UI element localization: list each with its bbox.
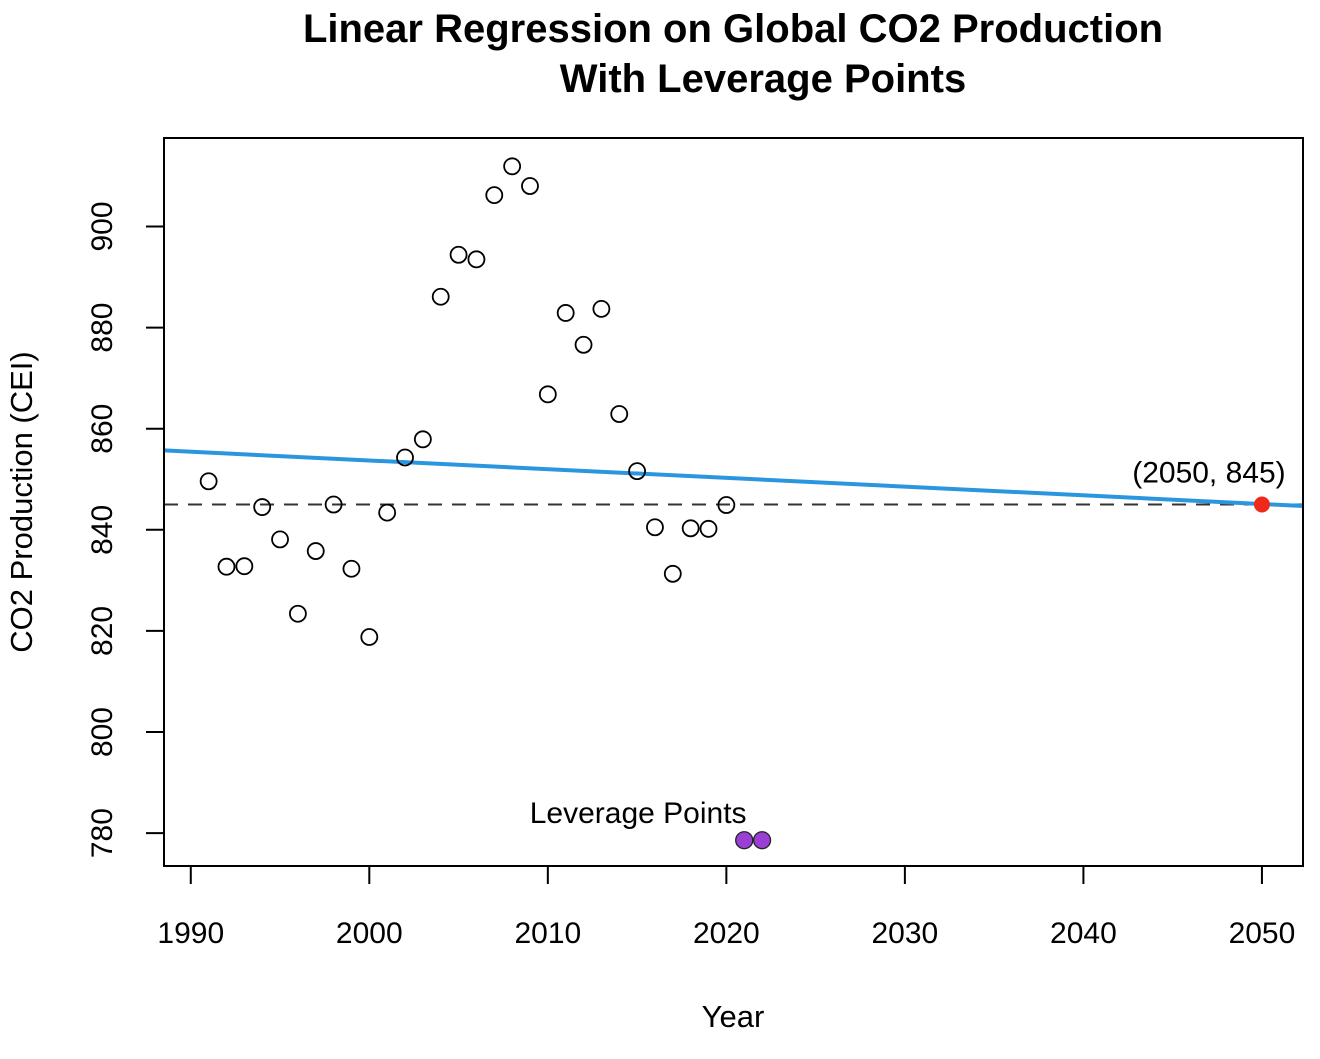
leverage-point xyxy=(752,831,772,850)
data-point xyxy=(342,559,361,578)
data-point xyxy=(360,628,379,646)
data-point xyxy=(699,519,718,538)
data-point xyxy=(306,542,325,560)
data-point xyxy=(449,245,468,264)
data-point xyxy=(717,496,736,514)
x-axis-title: Year xyxy=(702,999,765,1034)
data-point xyxy=(503,157,522,176)
y-tick-label: 780 xyxy=(86,808,119,858)
data-point xyxy=(199,472,218,491)
x-tick-label: 2010 xyxy=(514,917,581,950)
data-point xyxy=(324,495,343,514)
data-point xyxy=(235,557,254,576)
highlight-label: (2050, 845) xyxy=(1132,457,1285,490)
x-tick-label: 2050 xyxy=(1229,917,1296,950)
regression-line xyxy=(164,448,1303,509)
x-tick-label: 2000 xyxy=(336,917,403,950)
data-point xyxy=(681,519,700,538)
data-point xyxy=(378,503,397,522)
data-point xyxy=(592,299,611,318)
data-point xyxy=(663,564,682,583)
leverage-point xyxy=(735,831,754,850)
y-tick-label: 840 xyxy=(86,505,119,555)
x-tick-label: 2030 xyxy=(872,917,939,950)
y-tick-label: 820 xyxy=(86,606,119,656)
data-point xyxy=(556,304,575,322)
data-point xyxy=(521,177,539,195)
data-point xyxy=(217,557,236,576)
data-point xyxy=(431,287,450,306)
data-point xyxy=(288,604,307,623)
y-tick-label: 860 xyxy=(86,404,119,454)
data-point xyxy=(396,448,414,467)
data-point xyxy=(413,430,432,449)
y-axis-title: CO2 Production (CEI) xyxy=(4,351,39,653)
data-point xyxy=(271,530,289,549)
y-tick-label: 800 xyxy=(86,707,119,757)
data-point xyxy=(467,250,486,269)
plot-area: Leverage Points (2050, 845) 1990 2000 2010 20… xyxy=(86,137,1304,950)
y-tick-label: 880 xyxy=(86,303,119,353)
x-tick-label: 1990 xyxy=(157,917,224,950)
data-point xyxy=(628,462,646,481)
data-point xyxy=(610,405,629,423)
chart-title-line1: Linear Regression on Global CO2 Producti… xyxy=(303,7,1163,51)
data-point xyxy=(574,335,593,354)
data-point xyxy=(646,518,664,537)
x-tick-label: 2040 xyxy=(1050,917,1117,950)
leverage-label: Leverage Points xyxy=(530,797,747,830)
highlight-point xyxy=(1253,496,1270,513)
chart-title-line2: With Leverage Points xyxy=(560,57,966,101)
y-tick-label: 900 xyxy=(86,201,119,251)
data-point xyxy=(538,385,557,404)
x-tick-label: 2020 xyxy=(693,917,760,950)
data-point xyxy=(253,498,272,516)
data-point xyxy=(485,186,504,205)
